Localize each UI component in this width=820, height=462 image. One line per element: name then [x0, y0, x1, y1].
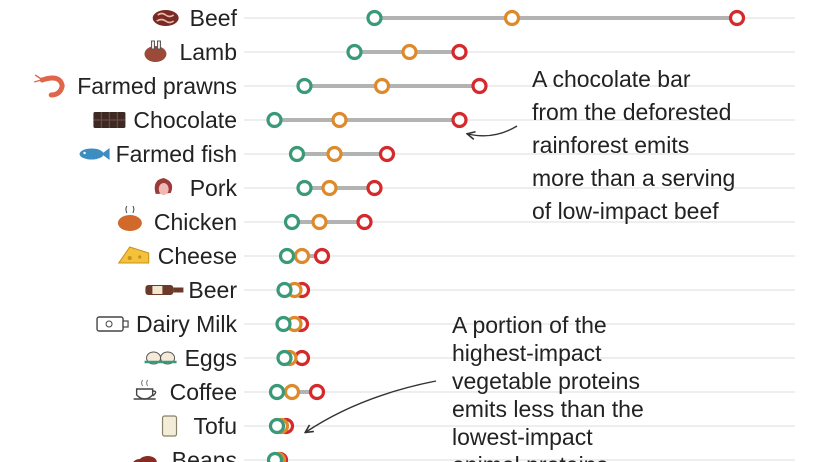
tofu-icon — [161, 415, 178, 437]
ham-icon — [154, 178, 173, 195]
eggs-icon — [144, 351, 177, 365]
beer-bottle-icon — [145, 285, 184, 295]
dot-high-farmed-prawns — [471, 77, 488, 95]
beans-icon — [133, 456, 157, 462]
category-label-lamb: Lamb — [179, 39, 237, 65]
dot-low-beer — [276, 281, 293, 299]
category-label-pork: Pork — [190, 175, 238, 201]
dot-mid-cheese — [293, 247, 311, 265]
dot-low-farmed-prawns — [296, 77, 313, 95]
annotation-2-line-3: vegetable proteins — [452, 368, 640, 394]
dot-high-pork — [366, 179, 383, 197]
dot-low-eggs — [276, 349, 293, 367]
dot-high-farmed-fish — [378, 145, 396, 163]
annotations: A chocolate bar from the deforested rainfo… — [306, 66, 735, 462]
dot-low-coffee — [268, 383, 286, 401]
annotation-1-line-5: of low-impact beef — [532, 198, 719, 224]
dot-mid-pork — [321, 179, 338, 197]
dot-low-dairy-milk — [275, 315, 292, 333]
dot-low-lamb — [346, 43, 363, 61]
prawn-icon — [34, 74, 65, 98]
dot-low-beef — [366, 9, 383, 27]
chocolate-bar-icon — [93, 112, 126, 128]
lamb-roast-icon — [144, 40, 167, 62]
data-dots — [266, 9, 746, 462]
dot-mid-beef — [503, 9, 521, 27]
dot-mid-chicken — [311, 213, 328, 231]
dot-high-lamb — [451, 43, 468, 61]
fish-icon — [79, 148, 110, 160]
category-label-dairy-milk: Dairy Milk — [136, 311, 237, 337]
annotation-2-line-2: highest-impact — [452, 340, 602, 366]
dot-low-farmed-fish — [288, 145, 306, 163]
dot-mid-coffee — [283, 383, 301, 401]
milk-carton-icon — [96, 316, 129, 332]
category-label-eggs: Eggs — [185, 345, 237, 371]
dot-low-pork — [296, 179, 313, 197]
dot-mid-farmed-fish — [326, 145, 343, 163]
annotation-2-line-1: A portion of the — [452, 312, 607, 338]
category-label-farmed-fish: Farmed fish — [116, 141, 237, 167]
annotation-1-arrow — [468, 125, 518, 136]
dot-mid-farmed-prawns — [373, 77, 391, 95]
category-label-beans: Beans — [172, 447, 237, 462]
annotation-2-line-4: emits less than the — [452, 396, 644, 422]
category-icons — [34, 10, 184, 462]
annotation-2-arrow — [306, 380, 437, 432]
cheese-icon — [117, 246, 150, 264]
roast-chicken-icon — [117, 205, 142, 231]
category-label-beef: Beef — [190, 5, 238, 31]
dot-high-chicken — [356, 213, 373, 231]
annotation-1-line-2: from the deforested — [532, 99, 731, 125]
dot-high-cheese — [313, 247, 331, 265]
dot-mid-chocolate — [331, 111, 348, 129]
steak-icon — [152, 10, 179, 26]
category-label-tofu: Tofu — [194, 413, 237, 439]
dot-low-chicken — [283, 213, 301, 231]
dot-low-cheese — [278, 247, 296, 265]
annotation-1-line-4: more than a serving — [532, 165, 735, 191]
dot-mid-lamb — [401, 43, 418, 61]
annotation-1-line-1: A chocolate bar — [532, 66, 691, 92]
category-label-cheese: Cheese — [158, 243, 237, 269]
dot-low-chocolate — [266, 111, 283, 129]
annotation-2-line-6: animal proteins — [452, 452, 608, 462]
dot-low-tofu — [268, 417, 286, 435]
dot-high-chocolate — [451, 111, 468, 129]
dot-high-coffee — [308, 383, 326, 401]
category-label-coffee: Coffee — [170, 379, 237, 405]
category-label-farmed-prawns: Farmed prawns — [77, 73, 237, 99]
annotation-2-line-5: lowest-impact — [452, 424, 593, 450]
category-labels: Beef Lamb Farmed prawns Chocolate Farmed fis… — [77, 5, 237, 462]
annotation-1-line-3: rainforest emits — [532, 132, 689, 158]
category-label-chocolate: Chocolate — [133, 107, 237, 133]
category-label-chicken: Chicken — [154, 209, 237, 235]
category-label-beer: Beer — [188, 277, 237, 303]
dot-high-beef — [728, 9, 746, 27]
coffee-cup-icon — [133, 379, 157, 400]
dot-low-beans — [266, 451, 284, 462]
